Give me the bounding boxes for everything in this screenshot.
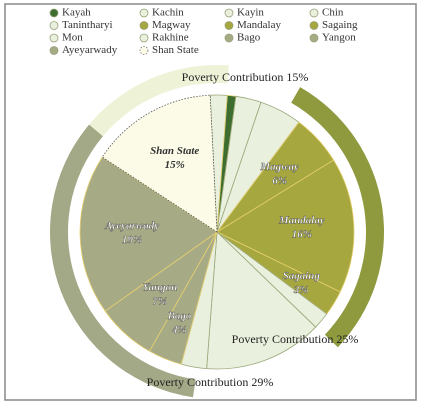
- pie-slice: [216, 159, 355, 293]
- legend-swatch: [139, 33, 149, 43]
- legend-swatch: [309, 21, 319, 30]
- legend-swatch: [49, 8, 59, 18]
- slice-name: Shan State: [150, 145, 199, 157]
- legend-swatch: [49, 33, 59, 43]
- legend-label: Tanintharyi: [62, 19, 113, 31]
- legend-label: Chin: [322, 7, 344, 19]
- legend-swatch: [224, 21, 234, 30]
- slice-name: Yangon: [143, 282, 177, 294]
- pie-slice: [79, 156, 218, 312]
- legend-label: Magway: [152, 19, 191, 31]
- slice-name: Bago: [167, 310, 192, 322]
- slice-name: Sagaing: [283, 270, 321, 282]
- group-arc: [50, 124, 196, 398]
- slice-value: 3%: [293, 284, 309, 296]
- slice-value: 6%: [272, 175, 287, 187]
- legend-swatch: [139, 21, 149, 30]
- legend-swatch: [139, 8, 149, 18]
- legend-swatch: [224, 8, 234, 18]
- legend-label: Yangon: [322, 32, 356, 44]
- slice-value: 15%: [165, 159, 185, 171]
- pie-slice: [101, 94, 218, 233]
- legend-swatch: [49, 21, 59, 30]
- slice-value: 4%: [171, 324, 187, 336]
- frame: [4, 3, 417, 401]
- legend-label: Kayin: [237, 7, 264, 19]
- pie-slice: [206, 231, 317, 370]
- legend-label: Rakhine: [152, 32, 189, 44]
- slice-name: Mandalay: [278, 214, 325, 226]
- legend-label: Kachin: [152, 7, 184, 19]
- annotation: Poverty Contribution 25%: [232, 332, 359, 346]
- annotation: Poverty Contribution 29%: [147, 375, 274, 389]
- legend-swatch: [139, 46, 149, 55]
- slice-name: Magway: [259, 161, 299, 173]
- slice-name: Ayeyarwady: [104, 220, 159, 232]
- legend-swatch: [224, 33, 234, 43]
- slice-value: 19%: [122, 234, 142, 246]
- legend-label: Sagaing: [322, 19, 358, 31]
- group-arc: [291, 87, 384, 348]
- slice-value: 16%: [292, 228, 312, 240]
- legend-label: Ayeyarwady: [62, 44, 118, 56]
- legend-label: Mon: [62, 32, 83, 44]
- legend-label: Shan State: [152, 44, 199, 56]
- legend-label: Kayah: [62, 7, 91, 19]
- legend-swatch: [309, 33, 319, 43]
- annotation: Poverty Contribution 15%: [182, 70, 309, 84]
- legend-swatch: [309, 8, 319, 18]
- slice-value: 7%: [153, 296, 168, 308]
- legend-label: Bago: [237, 32, 261, 44]
- legend-label: Mandalay: [237, 19, 281, 31]
- legend-swatch: [49, 46, 59, 55]
